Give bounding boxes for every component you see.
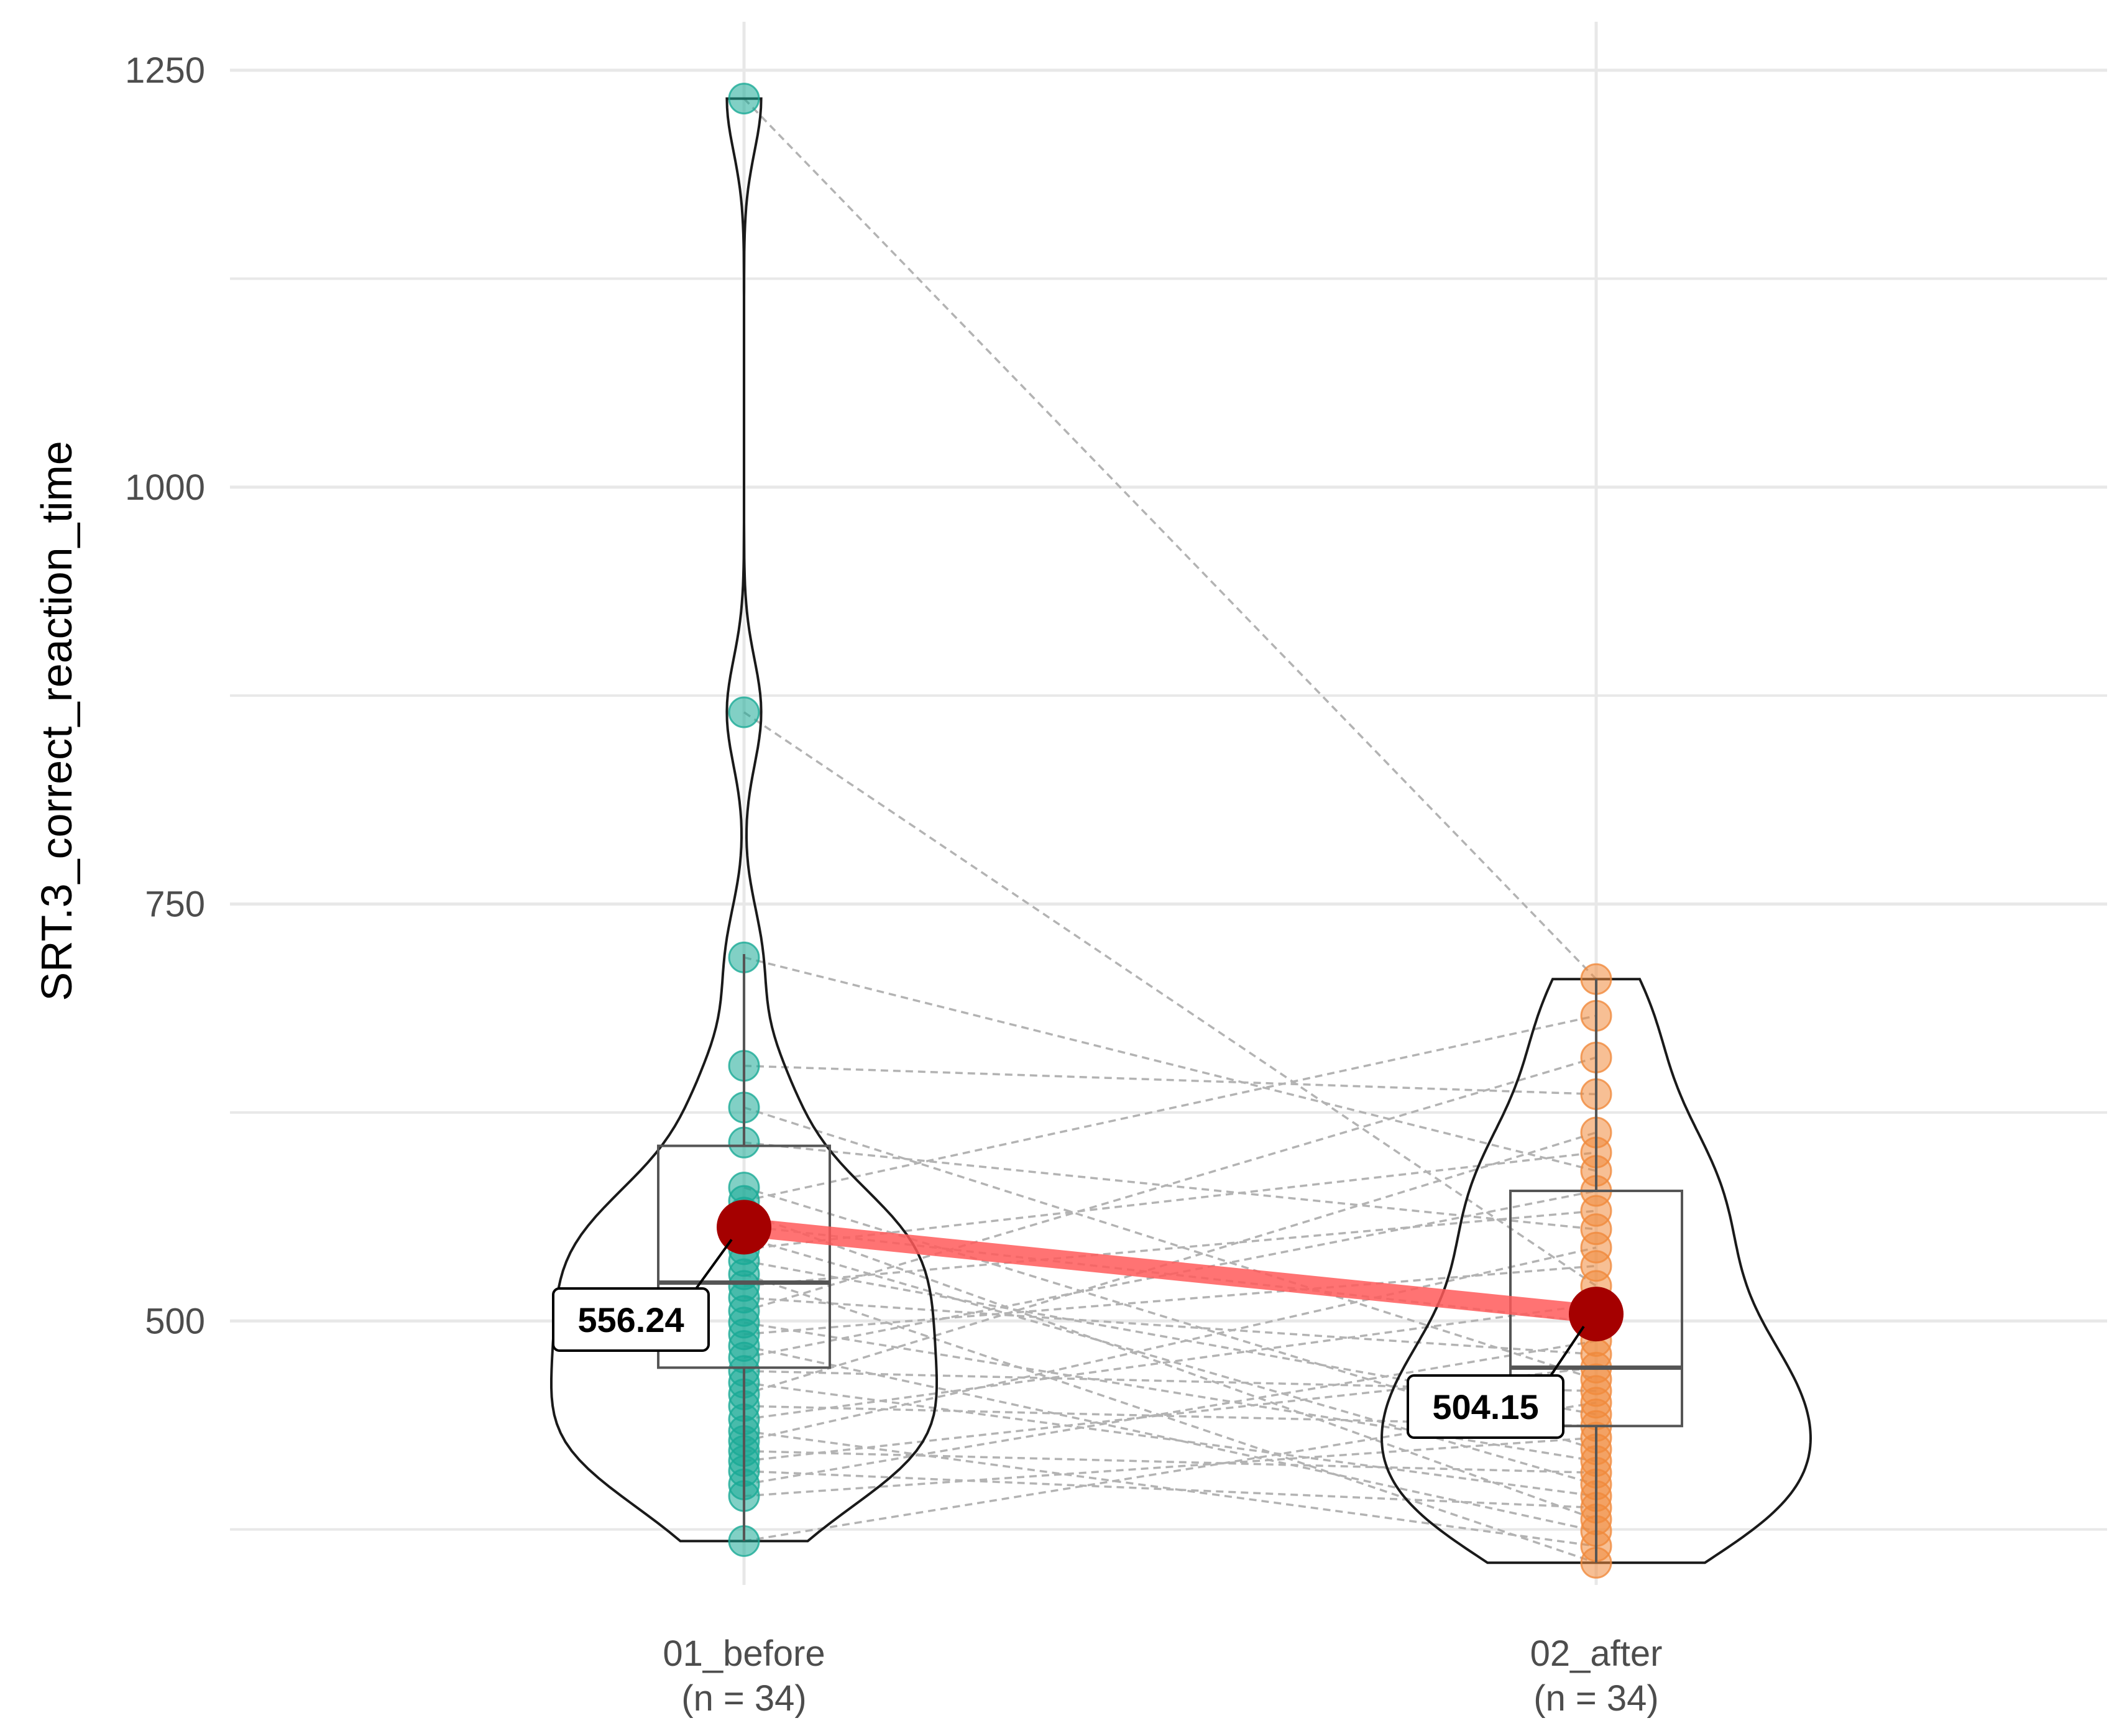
x-tick-label: 01_before (663, 1633, 825, 1674)
violins (550, 97, 1812, 1564)
mean-labels: 556.24 504.15 (552, 1239, 1585, 1439)
paired-line (743, 1236, 1597, 1486)
x-tick-sublabel: (n = 34) (681, 1678, 807, 1719)
paired-line (743, 1065, 1597, 1096)
mean-line (743, 1218, 1597, 1324)
paired-line (743, 98, 1597, 980)
paired-line (743, 1264, 1597, 1336)
paired-line (743, 1210, 1597, 1287)
paired-line (743, 1449, 1597, 1474)
mean-label-leader (695, 1239, 733, 1290)
y-axis-title: SRT.3_correct_reaction_time (32, 441, 81, 1001)
data-point (728, 696, 760, 728)
paired-line (743, 1211, 1597, 1521)
mean-label-box (1407, 1374, 1564, 1439)
x-axis-ticks: 01_before(n = 34)02_after(n = 34) (663, 1633, 1662, 1719)
violin-before (550, 97, 938, 1543)
paired-line (743, 1303, 1597, 1421)
paired-line (743, 1246, 1597, 1443)
paired-line (743, 1381, 1597, 1497)
paired-line (743, 1014, 1597, 1202)
data-point (728, 83, 760, 115)
paired-line (743, 1436, 1597, 1497)
mean-label: 504.15 (1432, 1387, 1538, 1426)
paired-lines (743, 98, 1597, 1564)
paired-line (743, 1056, 1597, 1312)
paired-line (743, 711, 1597, 1287)
paired-line (743, 1296, 1597, 1356)
data-points (728, 83, 1612, 1579)
y-tick-label: 1000 (125, 467, 205, 508)
x-tick-sublabel: (n = 34) (1533, 1678, 1659, 1719)
y-axis-ticks: 500 750 1000 1250 (125, 50, 205, 1341)
violin-after (1380, 978, 1812, 1564)
paired-line (743, 1401, 1597, 1543)
paired-line (743, 956, 1597, 1172)
box (657, 1144, 831, 1369)
paired-line (743, 1339, 1597, 1486)
y-tick-label: 750 (145, 884, 205, 925)
y-tick-label: 500 (145, 1301, 205, 1341)
paired-line (743, 1321, 1597, 1463)
mean-point (1569, 1287, 1624, 1342)
x-tick-label: 02_after (1530, 1633, 1663, 1674)
y-tick-label: 1250 (125, 50, 205, 91)
mean-label-box (552, 1287, 710, 1352)
mean-label-leader (1550, 1326, 1585, 1377)
grid-lines (230, 22, 2107, 1585)
mean-label: 556.24 (577, 1300, 684, 1339)
paired-line (743, 1141, 1597, 1231)
mean-point (717, 1200, 771, 1255)
paired-line (743, 1469, 1597, 1509)
paired-line (743, 1190, 1597, 1359)
